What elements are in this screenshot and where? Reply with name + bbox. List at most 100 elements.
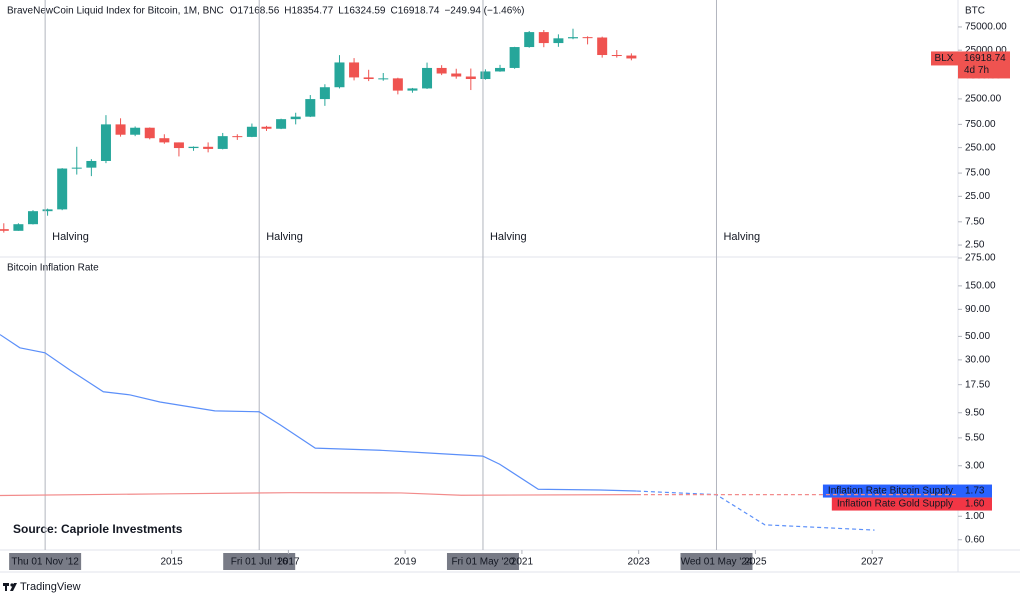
y-axis-label: BTC [965, 6, 985, 17]
y-tick-label: 17.50 [965, 379, 990, 390]
x-tick-label: 2015 [161, 557, 184, 568]
candle-body [392, 78, 403, 91]
candle-body [57, 168, 68, 210]
candle-body [13, 224, 24, 231]
candle-body [538, 32, 549, 44]
candle-body [553, 38, 564, 44]
y-tick-label: 2.50 [965, 240, 985, 251]
candle-body [480, 71, 491, 80]
last-value-box [958, 484, 992, 498]
annotation: Source: Capriole Investments [13, 522, 183, 536]
candle-body [422, 67, 433, 89]
last-value: 1.60 [965, 499, 985, 510]
y-tick-label: 5.50 [965, 433, 985, 444]
candle-body [86, 160, 97, 168]
y-tick-label: 90.00 [965, 304, 990, 315]
tv-logo [3, 583, 17, 591]
y-tick-label: 30.00 [965, 355, 990, 366]
series-line [0, 334, 637, 492]
halving-date: Wed 01 May '24 [681, 557, 753, 568]
candle-body [363, 77, 374, 80]
x-tick-label: 2025 [744, 557, 767, 568]
halving-date-box [446, 553, 519, 570]
candle-body [144, 127, 155, 139]
candle-body [611, 55, 622, 57]
candle-body [582, 37, 593, 39]
candle-body [115, 124, 126, 135]
candle-body [626, 55, 637, 59]
halving-label: Halving [266, 231, 303, 243]
candle-body [276, 119, 287, 129]
header-key: H [284, 6, 291, 17]
y-tick-label: 150.00 [965, 281, 996, 292]
candle-body [495, 67, 506, 72]
series-line [0, 492, 637, 497]
candle-body [188, 146, 199, 149]
y-tick-label: 250.00 [965, 142, 996, 153]
candle-body [378, 78, 389, 80]
y-tick-label: 1.00 [965, 511, 985, 522]
candle-body [597, 37, 608, 56]
header-key: C [391, 6, 398, 17]
x-tick-label: 2019 [394, 557, 417, 568]
header-value: 18354.77 [292, 6, 334, 17]
candle-body [524, 32, 535, 48]
header-key: O [230, 6, 238, 17]
x-tick-label: 2021 [511, 557, 534, 568]
candle-body [100, 124, 111, 161]
y-tick-label: 750.00 [965, 119, 996, 130]
candle-body [246, 126, 257, 137]
candle-body [173, 142, 184, 149]
x-tick-label: 2027 [861, 557, 884, 568]
header-title: BraveNewCoin Liquid Index for Bitcoin, 1… [7, 6, 224, 17]
candle-body [159, 138, 170, 143]
y-tick-label: 2500.00 [965, 94, 1002, 105]
y-tick-label: 75000.00 [965, 22, 1007, 33]
halving-date: Fri 01 Jul '16 [231, 557, 288, 568]
halving-date: Fri 01 May '20 [451, 557, 514, 568]
y-tick-label: 75.00 [965, 168, 990, 179]
candle-body [509, 47, 520, 68]
y-tick-label: 7.50 [965, 216, 985, 227]
candle-body [319, 87, 330, 100]
y-tick-label: 9.50 [965, 407, 985, 418]
candle-body [203, 146, 214, 149]
candle-body [436, 67, 447, 74]
y-tick-label: 275.00 [965, 253, 996, 264]
halving-date-box [223, 553, 296, 570]
y-tick-label: 0.60 [965, 534, 985, 545]
footer-brand: TradingView [20, 581, 81, 593]
halving-label: Halving [52, 231, 89, 243]
halving-label: Halving [490, 231, 527, 243]
candle-body [290, 116, 301, 120]
halving-date: Thu 01 Nov '12 [11, 557, 79, 568]
symbol-tag [931, 51, 958, 66]
header-key: L [338, 6, 344, 17]
y-tick-label: 25000.00 [965, 45, 1007, 56]
halving-date-box [680, 553, 753, 570]
series-name: Inflation Rate Gold Supply [837, 499, 953, 510]
last-price: 16918.74 [964, 53, 1006, 64]
candle-body [349, 62, 360, 78]
candle-body [407, 88, 418, 91]
header-value: 16324.59 [344, 6, 386, 17]
candle-body [451, 73, 462, 77]
price-tag [958, 51, 1010, 79]
halving-label: Halving [723, 231, 760, 243]
y-tick-label: 3.00 [965, 460, 985, 471]
candle-body [27, 211, 38, 225]
candle-body [334, 62, 345, 88]
candle-body [71, 167, 82, 169]
header-value: 17168.56 [238, 6, 280, 17]
last-value-box [958, 497, 992, 511]
header-value: 16918.74 [398, 6, 440, 17]
candle-body [305, 99, 316, 117]
y-tick-label: 50.00 [965, 331, 990, 342]
candle-body [42, 209, 53, 212]
projection-line [636, 490, 875, 531]
candles [0, 28, 637, 233]
y-tick-label: 25.00 [965, 191, 990, 202]
last-value: 1.73 [965, 486, 985, 497]
x-tick-label: 2017 [277, 557, 300, 568]
